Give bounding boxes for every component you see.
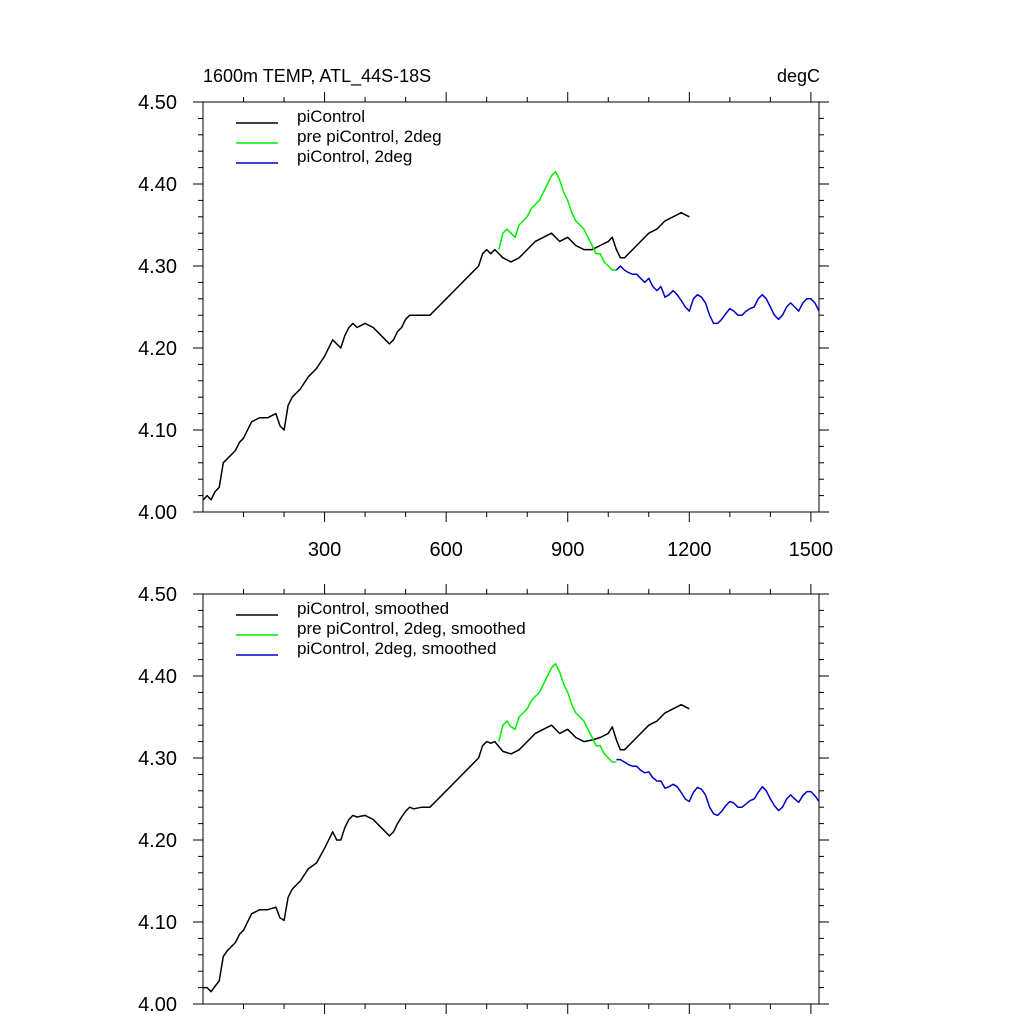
y-tick-label: 4.40: [138, 666, 177, 688]
y-tick-label: 4.00: [138, 994, 177, 1016]
x-tick-label: 900: [551, 539, 584, 561]
legend-entry: pre piControl, 2deg, smoothed: [297, 619, 526, 638]
chart-title: 1600m TEMP, ATL_44S-18S: [203, 66, 431, 87]
x-tick-labels: 300 600 900 1200 1500: [308, 539, 833, 561]
y-tick-label: 4.40: [138, 174, 177, 196]
y-tick-labels: 4.00 4.10 4.20 4.30 4.40 4.50: [138, 584, 177, 1016]
x-tick-label: 1500: [789, 539, 834, 561]
y-tick-label: 4.10: [138, 420, 177, 442]
x-tick-label: 1200: [667, 539, 712, 561]
series-lines: [203, 662, 820, 993]
y-tick-label: 4.50: [138, 584, 177, 606]
legend-entry: piControl, smoothed: [297, 599, 449, 618]
y-tick-label: 4.30: [138, 748, 177, 770]
legend-entry: piControl, 2deg: [297, 147, 412, 166]
x-tick-label: 600: [429, 539, 462, 561]
y-tick-label: 4.00: [138, 502, 177, 524]
series-line: [616, 758, 820, 817]
y-tick-label: 4.20: [138, 338, 177, 360]
tick-marks: [193, 92, 829, 522]
series-line: [498, 662, 617, 763]
series-line: [498, 170, 617, 271]
chart-panel-top: 1600m TEMP, ATL_44S-18S degC 4.00 4.10 4.2…: [138, 66, 833, 561]
y-tick-label: 4.10: [138, 912, 177, 934]
units-label: degC: [777, 66, 820, 86]
series-line: [615, 265, 820, 325]
series-lines: [202, 170, 820, 501]
series-line: [202, 211, 690, 501]
plot-frame: [202, 593, 820, 1005]
legend-entry: pre piControl, 2deg: [297, 127, 442, 146]
plot-frame: [202, 101, 820, 513]
chart-panel-bottom: 4.00 4.10 4.20 4.30 4.40 4.50 piControl, smoo…: [138, 584, 829, 1016]
y-tick-label: 4.20: [138, 830, 177, 852]
legend-entry: piControl: [297, 107, 365, 126]
y-tick-label: 4.50: [138, 92, 177, 114]
y-tick-labels: 4.00 4.10 4.20 4.30 4.40 4.50: [138, 92, 177, 524]
tick-marks: [193, 584, 829, 1014]
y-tick-label: 4.30: [138, 256, 177, 278]
series-line: [203, 703, 690, 993]
legend-entry: piControl, 2deg, smoothed: [297, 639, 496, 658]
x-tick-label: 300: [308, 539, 341, 561]
